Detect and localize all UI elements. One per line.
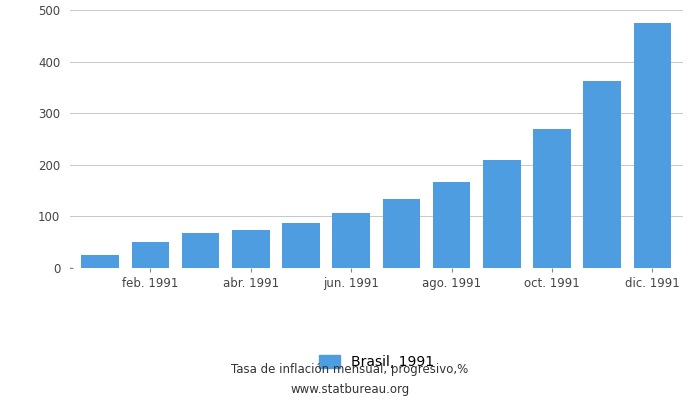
Bar [332,213,370,268]
Bar [634,24,671,268]
Text: Tasa de inflación mensual, progresivo,%: Tasa de inflación mensual, progresivo,% [232,364,468,376]
Bar [232,230,270,268]
Text: www.statbureau.org: www.statbureau.org [290,384,410,396]
Bar [583,81,621,268]
Bar [282,223,320,268]
Bar [483,160,521,268]
Bar [132,242,169,268]
Bar [433,182,470,268]
Bar [81,255,119,268]
Bar [533,129,570,268]
Legend: Brasil, 1991: Brasil, 1991 [318,356,434,370]
Bar [182,234,219,268]
Bar [382,199,420,268]
